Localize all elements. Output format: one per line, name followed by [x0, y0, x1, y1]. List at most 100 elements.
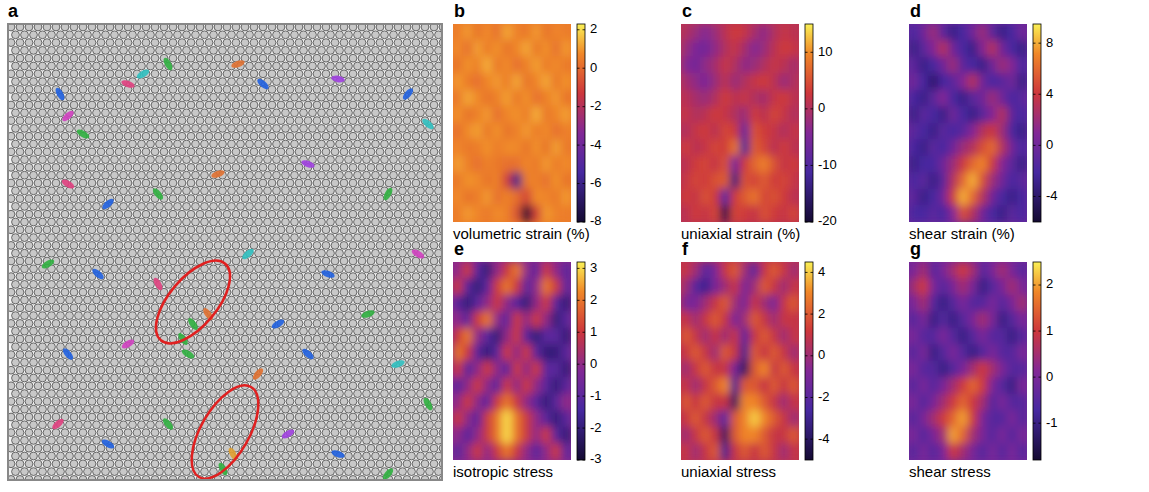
particle [345, 203, 353, 211]
particle [151, 70, 159, 78]
particle [282, 62, 290, 70]
particle [394, 195, 402, 203]
particle [88, 242, 96, 250]
particle [169, 164, 177, 172]
particle [286, 335, 294, 343]
particle [223, 195, 231, 203]
particle [250, 70, 258, 78]
particle [61, 226, 69, 234]
particle [84, 156, 92, 164]
particle [70, 86, 78, 94]
particle [12, 62, 20, 70]
particle [363, 265, 371, 273]
particle [115, 164, 123, 172]
particle [8, 210, 15, 218]
particle [124, 226, 132, 234]
particle [201, 203, 209, 211]
particle [399, 171, 407, 179]
particle [52, 195, 60, 203]
particle [43, 226, 51, 234]
particle [412, 288, 420, 296]
particle [345, 187, 353, 195]
particle [97, 257, 105, 265]
particle [282, 93, 290, 101]
particle [187, 101, 195, 109]
particle [70, 101, 78, 109]
particle [228, 31, 236, 39]
particle [385, 101, 393, 109]
particle [97, 320, 105, 328]
particle [102, 171, 110, 179]
particle [255, 281, 263, 289]
particle [151, 257, 159, 265]
particle [39, 312, 47, 320]
particle [75, 93, 83, 101]
particle [151, 54, 159, 62]
particle [124, 304, 132, 312]
particle [286, 24, 294, 31]
particle [16, 335, 24, 343]
particle [282, 234, 290, 242]
particle [156, 249, 164, 257]
particle [358, 54, 366, 62]
particle [399, 140, 407, 148]
particle [394, 226, 402, 234]
particle [295, 179, 303, 187]
particle [318, 234, 326, 242]
particle [61, 101, 69, 109]
particle [214, 148, 222, 156]
particle [75, 156, 83, 164]
particle [151, 148, 159, 156]
particle [223, 304, 231, 312]
particle [237, 203, 245, 211]
particle [111, 47, 119, 55]
particle [201, 31, 209, 39]
particle [16, 54, 24, 62]
particle [120, 171, 128, 179]
particle [106, 164, 114, 172]
particle [232, 70, 240, 78]
particle [39, 62, 47, 70]
particle [48, 312, 56, 320]
particle [304, 101, 312, 109]
particle [165, 93, 173, 101]
particle [8, 86, 15, 94]
particle [286, 257, 294, 265]
particle [223, 86, 231, 94]
particle [349, 148, 357, 156]
particle [124, 320, 132, 328]
particle [300, 47, 308, 55]
particle [403, 164, 411, 172]
particle [138, 47, 146, 55]
particle [52, 70, 60, 78]
particle [264, 171, 272, 179]
particle [34, 117, 42, 125]
particle [223, 148, 231, 156]
particle [106, 226, 114, 234]
particle [52, 179, 60, 187]
particle [97, 335, 105, 343]
particle [214, 54, 222, 62]
particle [430, 70, 438, 78]
particle [142, 164, 150, 172]
particle [115, 70, 123, 78]
particle [129, 47, 137, 55]
particle [340, 210, 348, 218]
particle [286, 164, 294, 172]
particle [408, 140, 416, 148]
particle [52, 304, 60, 312]
particle [210, 187, 218, 195]
particle [178, 257, 186, 265]
particle [21, 234, 29, 242]
particle [435, 140, 442, 148]
particle [340, 179, 348, 187]
particle [160, 148, 168, 156]
particle [75, 203, 83, 211]
particle [219, 109, 227, 117]
particle [291, 171, 299, 179]
particle [93, 156, 101, 164]
particle [376, 335, 384, 343]
particle [322, 164, 330, 172]
particle [178, 226, 186, 234]
particle [376, 39, 384, 47]
